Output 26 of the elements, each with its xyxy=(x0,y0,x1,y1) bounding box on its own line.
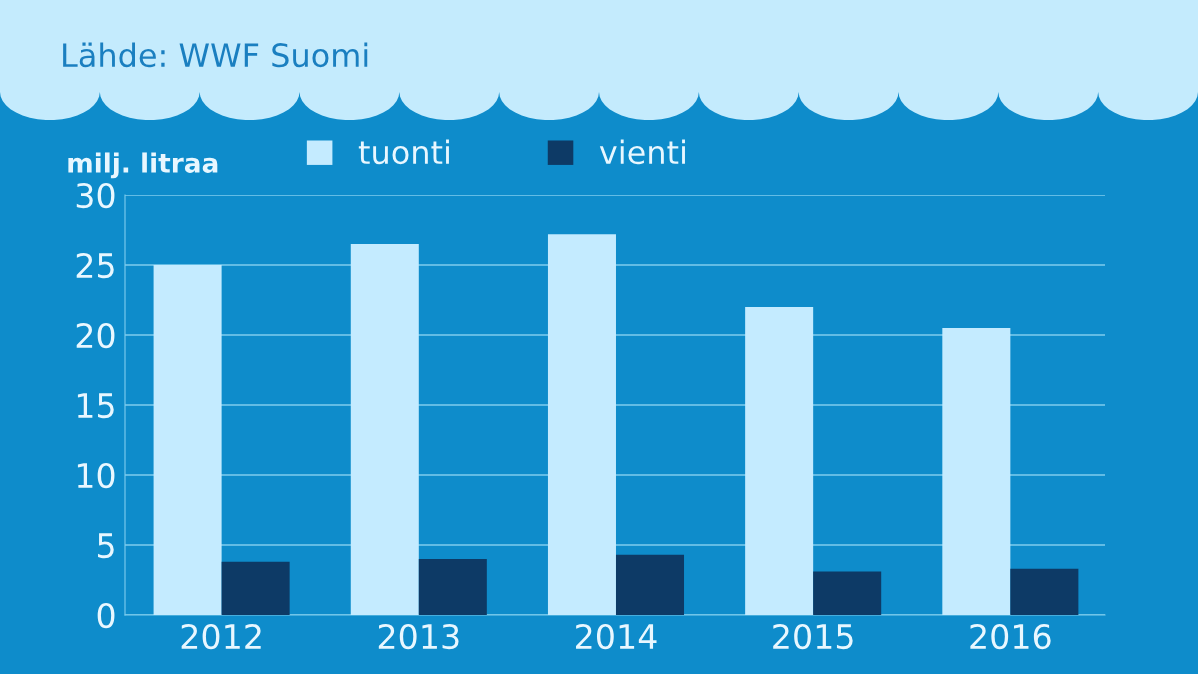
bar xyxy=(942,328,1011,615)
y-axis-title: milj. litraa xyxy=(68,152,218,179)
bar xyxy=(153,265,222,615)
y-tick-label: 15 xyxy=(77,393,114,419)
y-tick-label: 10 xyxy=(77,462,115,489)
bar xyxy=(615,554,685,615)
bar xyxy=(745,307,814,615)
x-tick-label: 2015 xyxy=(773,623,853,650)
bar xyxy=(547,234,616,615)
text: Lähde: WWF Suomi xyxy=(63,42,368,68)
x-tick-label: 2016 xyxy=(970,623,1051,650)
bar xyxy=(350,244,419,615)
x-tick-label: 2014 xyxy=(576,623,657,650)
legend-label: vienti xyxy=(599,139,685,165)
x-tick-label: 2012 xyxy=(181,623,261,650)
y-tick-label: 0 xyxy=(97,602,115,629)
bar xyxy=(418,559,487,615)
y-tick-label: 25 xyxy=(76,252,114,279)
x-tick-label: 2013 xyxy=(378,623,459,650)
y-tick-label: 5 xyxy=(98,533,114,559)
bar xyxy=(813,571,882,615)
y-tick-label: 20 xyxy=(76,322,115,349)
bar xyxy=(1010,568,1079,615)
legend-label: tuonti xyxy=(358,139,449,165)
bar xyxy=(221,561,290,615)
y-tick-label: 30 xyxy=(76,182,115,209)
